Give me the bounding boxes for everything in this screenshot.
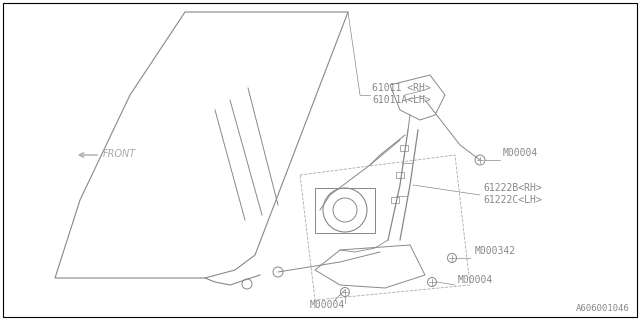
Text: M000342: M000342 [475, 246, 516, 256]
Text: M00004: M00004 [503, 148, 538, 158]
Text: 61222B<RH>: 61222B<RH> [483, 183, 541, 193]
Bar [315, 188, 375, 233]
Bar [400, 145, 408, 151]
Text: 61222C<LH>: 61222C<LH> [483, 195, 541, 205]
Text: 61011A<LH>: 61011A<LH> [372, 95, 431, 105]
Text: M00004: M00004 [310, 300, 345, 310]
Text: A606001046: A606001046 [576, 304, 630, 313]
Text: FRONT: FRONT [103, 149, 136, 159]
Bar [396, 172, 404, 178]
Bar [391, 197, 399, 203]
Text: 61011 <RH>: 61011 <RH> [372, 83, 431, 93]
Text: M00004: M00004 [458, 275, 493, 285]
